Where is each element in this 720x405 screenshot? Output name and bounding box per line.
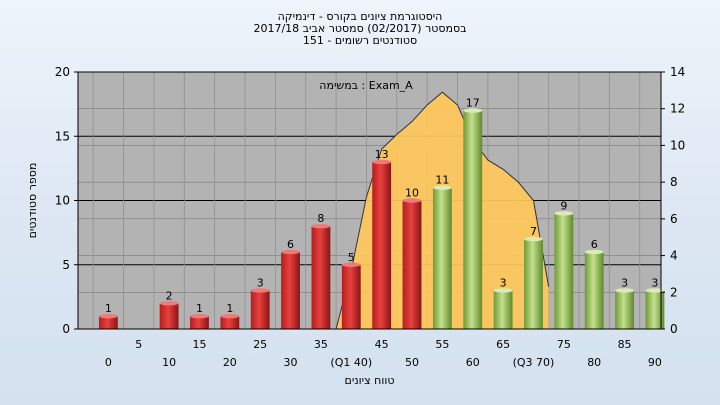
x-axis-tick-label: 5 <box>135 338 142 351</box>
bar-value-label: 3 <box>651 276 658 289</box>
histogram-bar <box>402 200 422 329</box>
distribution-curve-outline <box>335 91 550 330</box>
bar-value-label: 13 <box>375 148 389 161</box>
histogram-bar <box>250 290 270 329</box>
y2-axis-tick-label: 12 <box>670 102 685 116</box>
y-axis-tick-label: 20 <box>55 65 70 79</box>
histogram-bar-top <box>250 288 270 293</box>
x-axis-tick-label: 75 <box>557 338 571 351</box>
y-axis-tick-label: 5 <box>62 258 70 272</box>
chart-title-line-2: בסמסטר (02/2017) סמסטר אביב 2017/18 <box>253 22 467 35</box>
bar-value-label: 1 <box>105 302 112 315</box>
bar-value-label: 3 <box>257 276 264 289</box>
histogram-bar <box>341 264 361 329</box>
y2-axis-tick-label: 10 <box>670 138 685 152</box>
histogram-bar-top <box>220 313 240 319</box>
x-axis-tick-label: 20 <box>223 356 237 369</box>
y-axis-tick-label: 15 <box>55 129 70 143</box>
histogram-bar-top <box>159 301 179 306</box>
y2-axis-tick-label: 14 <box>670 65 685 79</box>
histogram-bar-top <box>554 211 574 216</box>
y2-axis-tick-label: 6 <box>670 212 678 226</box>
bar-value-label: 2 <box>166 289 173 302</box>
y-axis-label: מספר סטודנטים <box>26 163 39 239</box>
bar-value-label: 10 <box>405 187 419 200</box>
x-axis-tick-label: 10 <box>162 356 176 369</box>
histogram-bar-top <box>524 236 543 242</box>
x-axis-tick-label: 0 <box>105 356 112 369</box>
bar-value-label: 1 <box>226 302 233 315</box>
histogram-bar-top <box>463 108 483 113</box>
histogram-bar <box>311 226 331 329</box>
chart-title-line-3: סטודנטים רשומים - 151 <box>302 34 418 47</box>
x-axis-tick-label: 15 <box>192 338 206 351</box>
histogram-bar-top <box>311 224 331 229</box>
histogram-bar <box>432 187 452 329</box>
x-axis-tick-label: 60 <box>466 356 480 369</box>
y2-axis-tick-label: 8 <box>670 175 678 189</box>
histogram-bar <box>281 251 300 329</box>
histogram-bar-top <box>493 288 513 293</box>
histogram-bar <box>524 239 543 329</box>
histogram-bar-top <box>372 159 392 165</box>
histogram-bar <box>372 161 392 329</box>
x-axis-tick-label: 90 <box>648 356 662 369</box>
histogram-bar-top <box>341 262 361 267</box>
histogram-bar <box>645 290 665 329</box>
histogram-bar-top <box>98 313 118 319</box>
histogram-bar <box>190 316 209 329</box>
histogram-bar <box>220 316 240 329</box>
bar-value-label: 6 <box>591 238 598 251</box>
x-axis-tick-label: 80 <box>587 356 601 369</box>
x-axis-tick-label: 45 <box>375 338 389 351</box>
x-axis-tick-label: 55 <box>435 338 449 351</box>
histogram-bar <box>584 251 604 329</box>
bar-value-label: 8 <box>317 212 324 225</box>
bar-value-label: 11 <box>435 174 449 187</box>
x-axis-tick-label: (Q3 70) <box>513 356 555 369</box>
y2-axis-tick-label: 2 <box>670 285 678 299</box>
histogram-bar <box>159 303 179 329</box>
x-axis-tick-label: 25 <box>253 338 267 351</box>
histogram-bar-top <box>645 288 665 293</box>
y-axis-tick-label: 0 <box>62 322 70 336</box>
y-axis-tick-label: 10 <box>55 194 70 208</box>
x-axis-tick-label: 65 <box>496 338 510 351</box>
histogram-bar-top <box>432 185 452 190</box>
bar-value-label: 17 <box>466 97 480 110</box>
exam-annotation: במשימה : Exam_A <box>319 79 413 92</box>
y2-axis-tick-label: 4 <box>670 249 678 263</box>
histogram-bar-top <box>402 198 422 203</box>
histogram-bar-top <box>615 288 634 293</box>
bar-value-label: 6 <box>287 238 294 251</box>
x-axis-label: טווח ציונים <box>345 374 395 387</box>
bar-value-label: 1 <box>196 302 203 315</box>
histogram-bar <box>615 290 634 329</box>
bar-value-label: 3 <box>621 276 628 289</box>
histogram-bar <box>554 213 574 329</box>
histogram-bar <box>98 316 118 329</box>
histogram-bar-top <box>584 249 604 255</box>
histogram-bar <box>493 290 513 329</box>
x-axis-tick-label: 30 <box>284 356 298 369</box>
bar-value-label: 5 <box>348 251 355 264</box>
bar-value-label: 7 <box>530 225 537 238</box>
x-axis-tick-label: 35 <box>314 338 328 351</box>
chart-title-line-1: היסטוגרמת ציונים בקורס - דינמיקה <box>277 10 443 23</box>
bar-value-label: 3 <box>500 276 507 289</box>
bar-value-label: 9 <box>560 199 567 212</box>
x-axis-tick-label: 85 <box>618 338 632 351</box>
x-axis-tick-label: (Q1 40) <box>330 356 372 369</box>
x-axis-tick-label: 50 <box>405 356 419 369</box>
histogram-bar <box>463 110 483 329</box>
y2-axis-tick-label: 0 <box>670 322 678 336</box>
histogram-bar-top <box>190 313 209 319</box>
histogram-bar-top <box>281 249 300 255</box>
